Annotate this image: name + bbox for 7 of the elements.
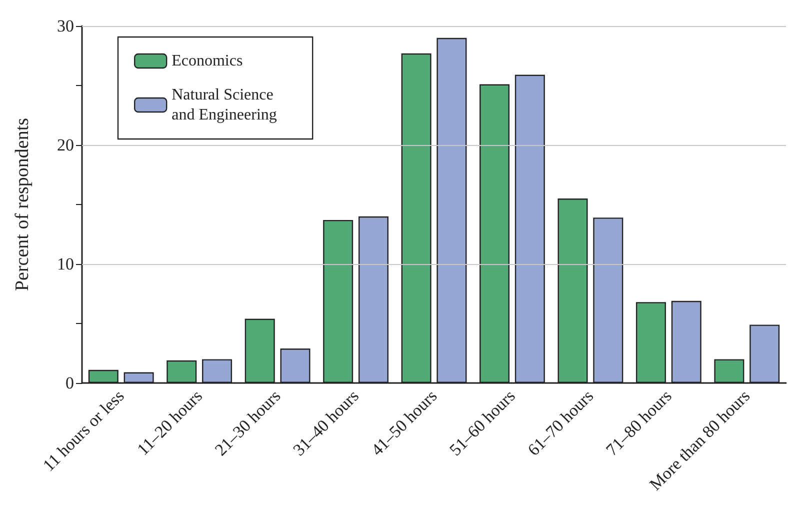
y-tick-label: 10 [57, 254, 74, 274]
legend-label: Economics [172, 52, 243, 70]
y-tick-label: 30 [57, 16, 74, 36]
y-axis-title: Percent of respondents [12, 118, 33, 292]
y-tick-label: 0 [66, 374, 74, 392]
legend-label: Natural Science and Engineering [172, 86, 278, 124]
y-tick-label: 20 [57, 136, 74, 154]
